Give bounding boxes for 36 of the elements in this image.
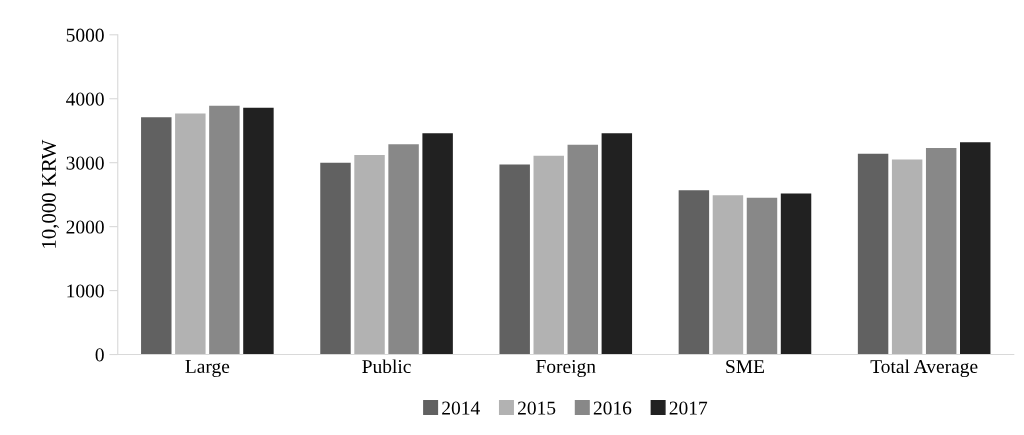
- bar: [243, 107, 274, 355]
- bar: [354, 155, 385, 355]
- bar: [141, 117, 172, 355]
- legend-label: 2015: [518, 401, 556, 415]
- legend-label: 2016: [593, 401, 632, 415]
- bar: [175, 113, 206, 355]
- y-tick-label: 2000: [66, 220, 104, 234]
- y-tick-label: 4000: [66, 92, 104, 106]
- legend-label: 2014: [442, 401, 480, 415]
- y-tick-label: 3000: [66, 156, 104, 170]
- y-tick-label: 0: [95, 348, 104, 362]
- bar: [499, 164, 530, 355]
- x-tick-label: SME: [726, 360, 764, 374]
- bar: [678, 190, 710, 355]
- bar: [209, 105, 240, 355]
- bar: [925, 147, 957, 355]
- legend-label: 2017: [669, 401, 708, 415]
- bar: [601, 133, 633, 355]
- bar: [567, 144, 599, 355]
- bar: [746, 197, 778, 355]
- y-tick-label: 1000: [67, 284, 104, 298]
- y-tick-label: 5000: [66, 28, 104, 42]
- x-tick-label: Large: [185, 360, 230, 378]
- x-tick-label: Public: [362, 359, 411, 374]
- bar: [857, 153, 889, 355]
- y-axis-title: 10,000 KRW: [41, 139, 59, 248]
- bar: [422, 133, 453, 355]
- bar: [712, 195, 744, 355]
- x-tick-label: Foreign: [536, 359, 596, 378]
- bar: [533, 155, 564, 355]
- bar: [780, 193, 812, 355]
- bar: [891, 159, 923, 355]
- bar: [960, 142, 991, 355]
- bar: [388, 144, 419, 355]
- x-tick-label: Total Average: [870, 359, 978, 378]
- bar: [320, 162, 351, 355]
